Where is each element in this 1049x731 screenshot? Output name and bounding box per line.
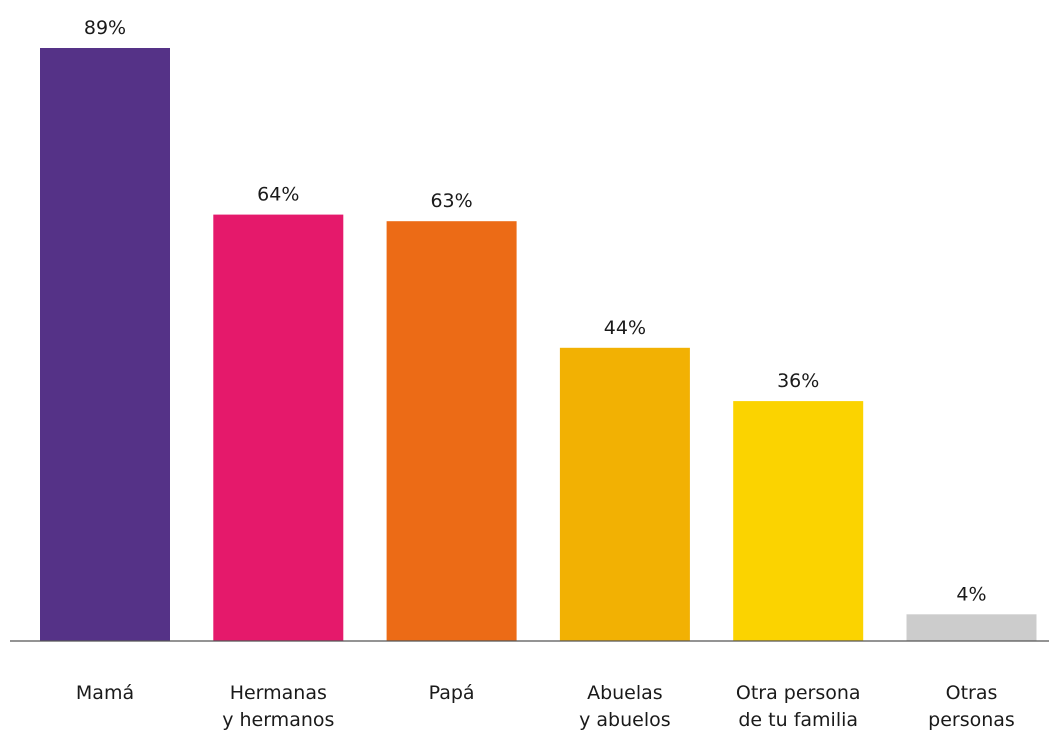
category-labels-group: Mamá Hermanas y hermanos Papá Abuelas y abuel…	[76, 682, 1015, 731]
category-label-4: Otra persona	[736, 682, 861, 704]
bars-group	[40, 48, 1037, 641]
value-label-3: 44%	[604, 317, 646, 339]
value-label-1: 64%	[257, 184, 299, 206]
value-label-4: 36%	[777, 370, 819, 392]
bar-1	[213, 214, 344, 641]
bar-5	[906, 614, 1037, 641]
category-label-1-line-2: y hermanos	[222, 709, 334, 731]
bar-0	[40, 48, 170, 641]
value-label-0: 89%	[84, 17, 126, 39]
category-label-4-line-2: de tu familia	[738, 709, 858, 731]
category-label-5-line-2: personas	[928, 709, 1015, 731]
value-label-5: 4%	[956, 583, 986, 605]
value-labels-group: 89% 64% 63% 44% 36% 4%	[84, 17, 987, 605]
category-label-3: Abuelas	[587, 682, 663, 704]
category-label-0: Mamá	[76, 682, 134, 704]
bar-4	[733, 401, 864, 641]
category-label-3-line-2: y abuelos	[579, 709, 671, 731]
category-label-5: Otras	[946, 682, 998, 704]
value-label-2: 63%	[430, 190, 472, 212]
category-label-2: Papá	[429, 682, 475, 704]
category-label-1: Hermanas	[230, 682, 327, 704]
bar-2	[386, 221, 517, 641]
bar-3	[559, 347, 690, 641]
